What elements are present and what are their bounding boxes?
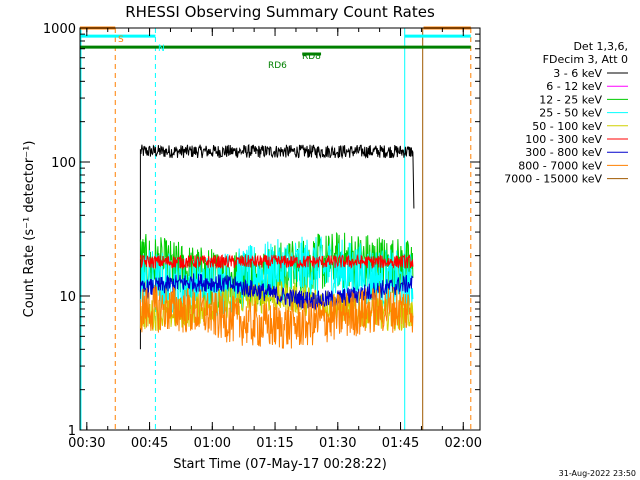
legend-entry-label: 12 - 25 keV [539,93,602,106]
x-tick-label: 01:45 [382,436,419,451]
x-tick-label: 01:30 [319,436,356,451]
series-line [139,284,414,349]
series-line [139,236,414,318]
x-tick-label: 01:15 [256,436,293,451]
legend-entry-label: 100 - 300 keV [525,133,602,146]
x-axis-label: Start Time (07-May-17 00:28:22) [173,457,387,472]
legend-entry-label: 3 - 6 keV [553,67,602,80]
flag-label: N [158,44,165,54]
legend-entry-label: 800 - 7000 keV [518,159,602,172]
y-tick-label: 1 [68,424,76,439]
plot-frame [79,27,481,431]
series-line [139,273,414,311]
footer-timestamp: 31-Aug-2022 23:50 [559,469,636,478]
x-tick-label: 00:45 [131,436,168,451]
x-tick-label: 00:30 [68,436,105,451]
y-tick-label: 10 [59,290,76,305]
legend-entry-label: 300 - 800 keV [525,146,602,159]
flag-label: RD8 [302,52,321,62]
x-axis: 00:30 00:45 01:00 01:15 01:30 01:45 02:00 [68,28,482,451]
x-tick-label: 02:00 [445,436,482,451]
series-line [139,253,414,270]
legend-entry-label: 50 - 100 keV [532,120,602,133]
legend-header: Det 1,3,6, [573,40,628,53]
chart-title: RHESSI Observing Summary Count Rates [125,3,435,21]
y-axis: 1 10 100 1000 [43,22,480,439]
series-line [139,143,415,350]
legend-header: FDecim 3, Att 0 [543,53,628,66]
y-tick-label: 1000 [43,22,76,37]
y-tick-label: 100 [51,156,76,171]
flag-label: S [118,35,124,45]
legend-entry-label: 6 - 12 keV [546,80,602,93]
legend-entry-label: 25 - 50 keV [539,107,602,120]
plot-area: S N RD8 RD6 [80,26,472,430]
flag-label: RD6 [268,61,287,71]
legend-entry-label: 7000 - 15000 keV [504,173,602,186]
y-axis-label: Count Rate (s⁻¹ detector⁻¹) [22,141,37,318]
x-tick-label: 01:00 [194,436,231,451]
